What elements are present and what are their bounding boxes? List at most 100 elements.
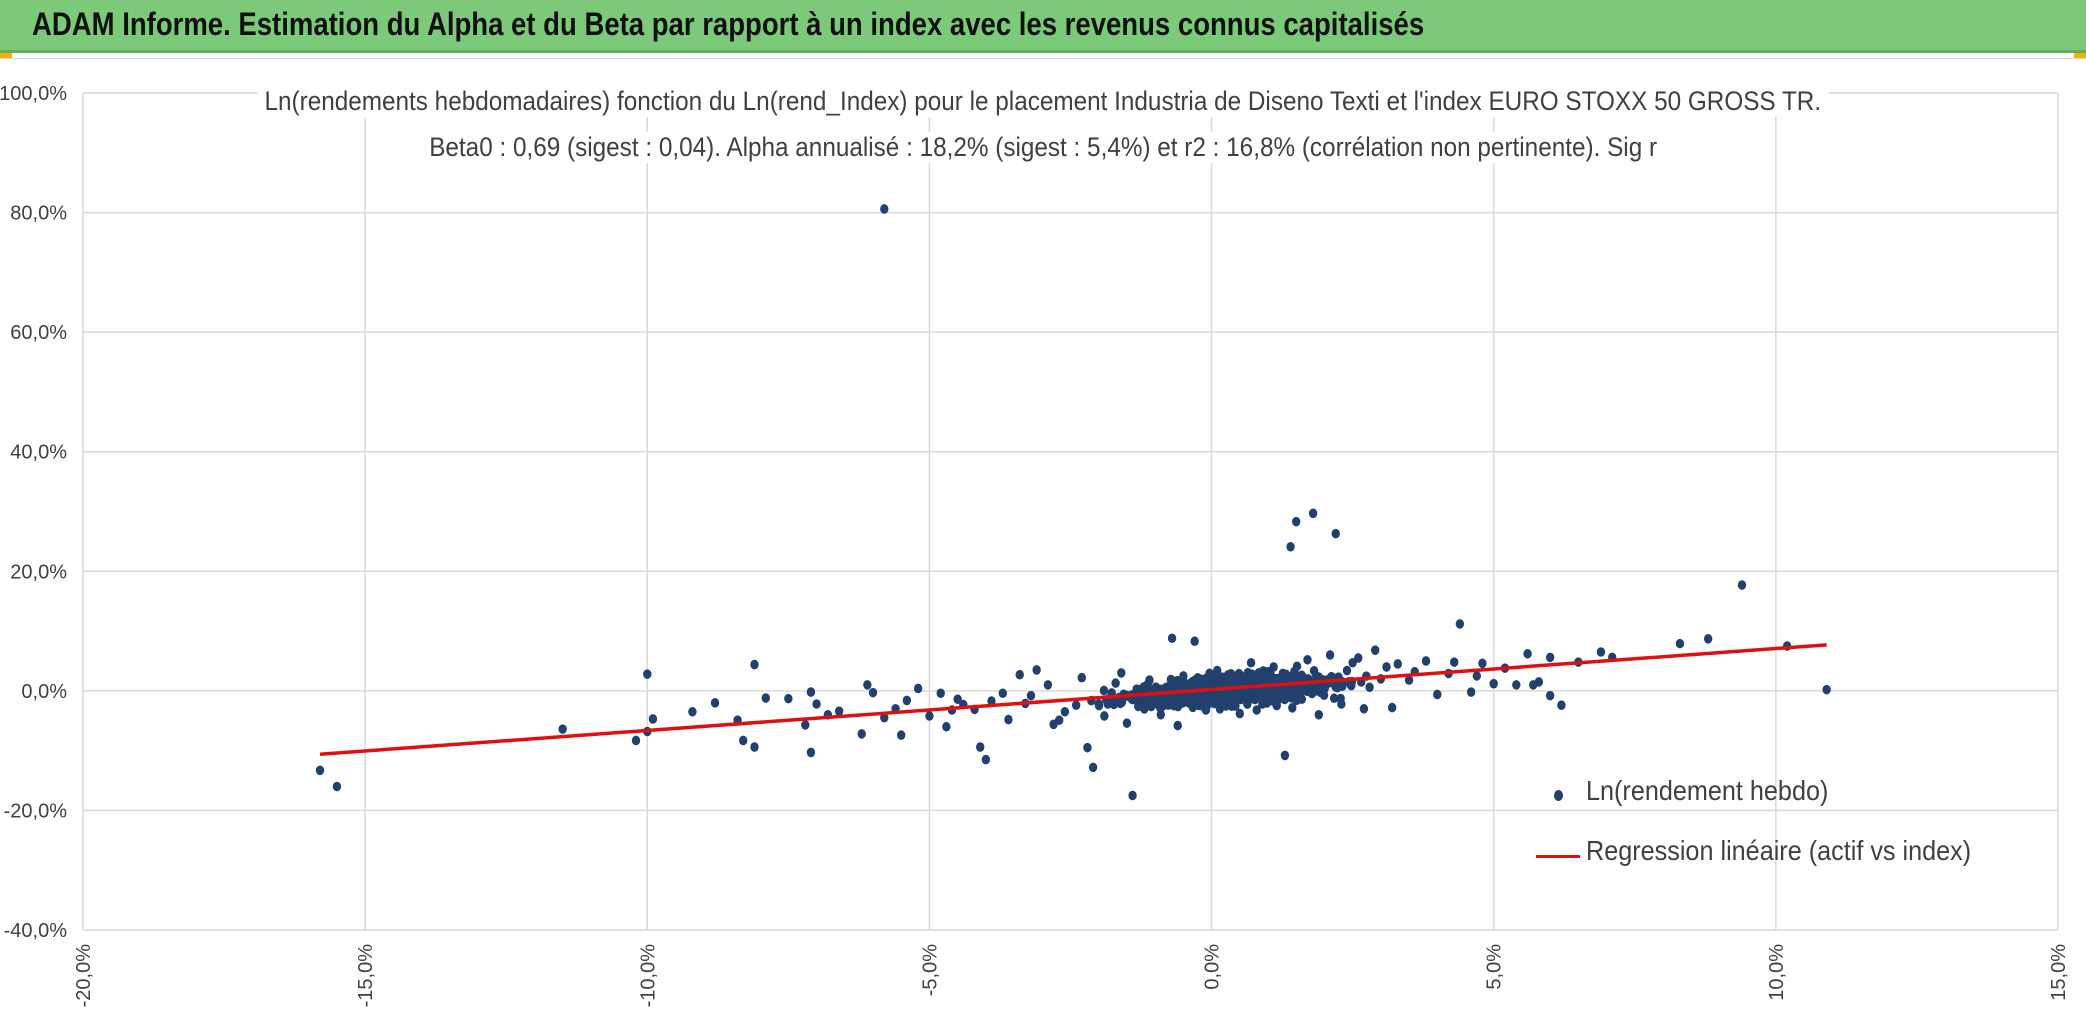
- data-point: [1071, 700, 1081, 711]
- data-point: [558, 724, 567, 734]
- data-point: [1262, 670, 1271, 681]
- data-point: [1421, 656, 1431, 666]
- data-point: [332, 781, 342, 792]
- data-point: [976, 742, 985, 752]
- data-point: [1466, 687, 1476, 697]
- data-point: [1231, 701, 1240, 711]
- data-point: [942, 721, 951, 732]
- data-point: [1230, 673, 1239, 683]
- data-point: [1026, 690, 1036, 701]
- data-point: [806, 747, 816, 758]
- data-point: [1088, 762, 1098, 773]
- data-point: [739, 735, 748, 746]
- report-banner: ADAM Informe. Estimation du Alpha et du …: [0, 0, 2086, 53]
- data-point: [834, 706, 844, 716]
- data-point: [981, 754, 991, 765]
- data-point: [1387, 702, 1397, 713]
- data-point: [1235, 708, 1244, 719]
- data-point: [315, 765, 325, 776]
- data-point: [1208, 696, 1217, 707]
- legend-marker-dot: [1554, 790, 1563, 801]
- data-point: [1472, 671, 1481, 681]
- data-point: [1545, 652, 1555, 663]
- data-point: [880, 204, 889, 214]
- data-point: [868, 687, 878, 698]
- data-point: [1382, 662, 1391, 672]
- data-point: [761, 693, 770, 703]
- data-point: [936, 688, 945, 699]
- data-point: [897, 730, 906, 740]
- data-point: [1077, 672, 1086, 683]
- data-point: [1189, 695, 1199, 706]
- chart-title: Ln(rendements hebdomadaires) fonction du…: [0, 86, 2086, 117]
- data-point: [1223, 672, 1233, 682]
- data-point: [1512, 680, 1521, 690]
- data-point: [688, 706, 697, 717]
- data-point: [1822, 684, 1831, 695]
- legend-marker-line: [1536, 855, 1580, 858]
- chart-subtitle: Beta0 : 0,69 (sigest : 0,04). Alpha annu…: [0, 132, 2086, 163]
- y-tick-label: 40,0%: [10, 442, 67, 464]
- y-tick-label: 0,0%: [21, 681, 67, 703]
- data-point: [1173, 720, 1182, 731]
- data-point: [1255, 674, 1265, 684]
- data-point: [1433, 689, 1442, 700]
- data-point: [998, 688, 1007, 699]
- data-point: [1111, 678, 1120, 688]
- data-point: [1737, 580, 1747, 590]
- x-tick-label: 10,0%: [1766, 944, 1788, 1001]
- data-point: [1489, 678, 1498, 689]
- data-point: [1015, 669, 1024, 680]
- data-point: [1172, 699, 1181, 710]
- y-tick-label: 60,0%: [10, 322, 67, 344]
- data-point: [1675, 638, 1685, 649]
- data-point: [1325, 650, 1335, 660]
- data-point: [710, 698, 720, 708]
- data-point: [857, 729, 866, 739]
- data-point: [1094, 700, 1104, 711]
- data-point: [1004, 714, 1013, 725]
- y-tick-label: 20,0%: [10, 561, 67, 583]
- data-point: [1308, 508, 1318, 519]
- data-point: [1213, 665, 1222, 676]
- data-point: [1100, 711, 1109, 721]
- data-point: [1181, 692, 1190, 702]
- y-tick-label: -20,0%: [4, 800, 68, 822]
- data-point: [1359, 703, 1369, 714]
- data-point: [1302, 686, 1312, 697]
- data-point: [1365, 682, 1374, 693]
- data-point: [925, 711, 934, 721]
- data-point: [1523, 648, 1532, 659]
- data-point: [784, 693, 793, 704]
- data-point: [1099, 685, 1109, 696]
- data-point: [1545, 690, 1555, 701]
- corner-marker-right: [2074, 53, 2086, 59]
- data-point: [1348, 657, 1357, 668]
- data-point: [1703, 634, 1713, 644]
- data-point: [1167, 633, 1177, 644]
- data-point: [1210, 673, 1219, 683]
- data-point: [1117, 668, 1126, 678]
- data-point: [1331, 528, 1340, 539]
- data-point: [1309, 665, 1319, 676]
- data-point: [1156, 709, 1165, 720]
- data-point: [1596, 647, 1606, 657]
- data-point: [1156, 703, 1165, 713]
- data-point: [1478, 658, 1487, 669]
- data-point: [806, 687, 816, 697]
- data-point: [1336, 693, 1345, 704]
- data-point: [880, 712, 889, 723]
- data-point: [1292, 516, 1301, 527]
- data-point: [1316, 687, 1325, 698]
- data-point: [913, 683, 923, 694]
- data-point: [1122, 718, 1132, 728]
- data-point: [1314, 709, 1323, 720]
- data-point: [1240, 673, 1249, 683]
- regression-line: [319, 643, 1827, 756]
- data-point: [1342, 665, 1352, 676]
- data-point: [1450, 657, 1459, 667]
- data-point: [1246, 657, 1256, 668]
- x-tick-label: -20,0%: [73, 944, 95, 1008]
- data-point: [1286, 541, 1295, 552]
- x-tick-label: 0,0%: [1202, 944, 1224, 990]
